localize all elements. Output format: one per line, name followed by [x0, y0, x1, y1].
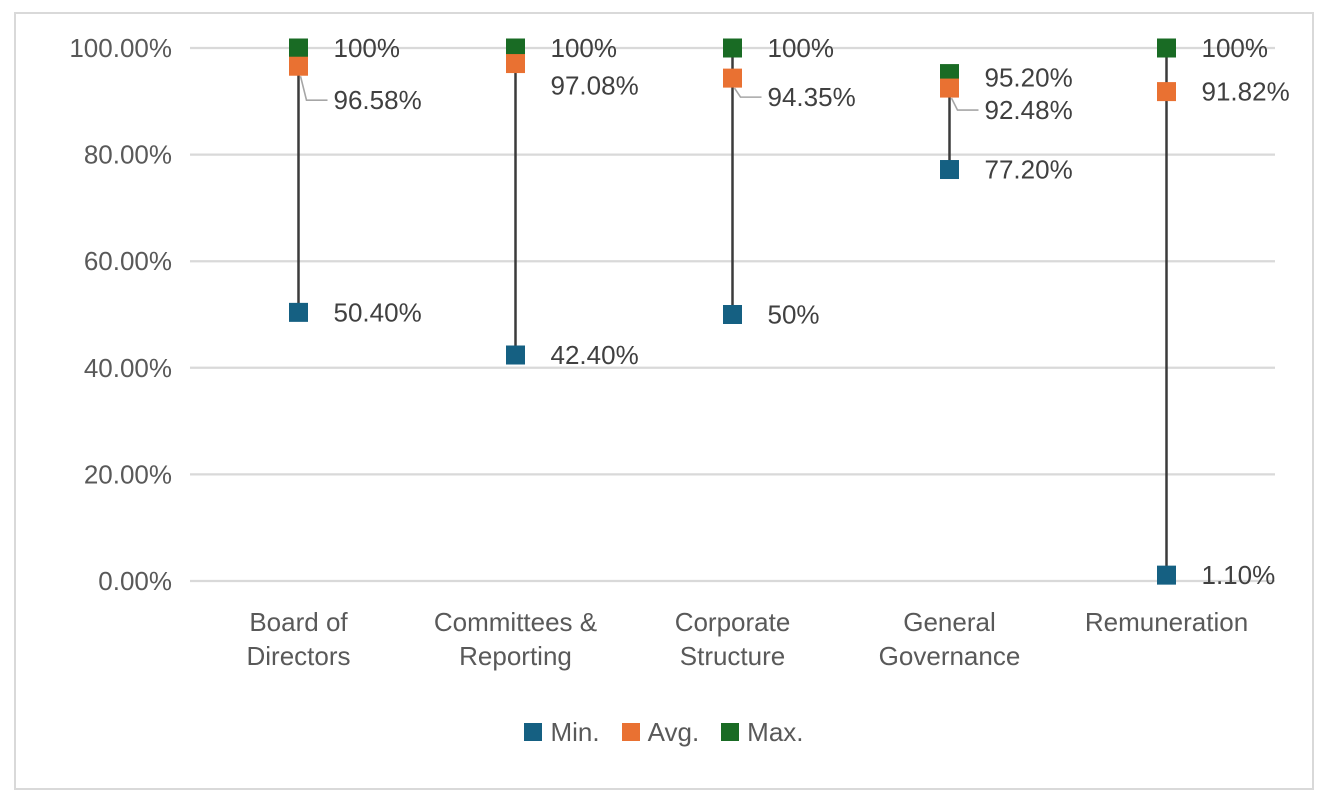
marker-max-committees-reporting — [506, 38, 525, 58]
data-label-max-board-of-directors: 100% — [334, 33, 401, 63]
y-axis-tick-label: 40.00% — [84, 353, 172, 383]
legend-label: Avg. — [647, 717, 700, 747]
category-label-general-governance: General — [903, 607, 996, 637]
legend-swatch-max — [721, 723, 740, 741]
y-axis-tick-label: 20.00% — [84, 459, 172, 489]
y-axis-tick-label: 80.00% — [84, 140, 172, 170]
data-label-min-corporate-structure: 50% — [768, 300, 820, 330]
category-label-board-of-directors: Board of — [249, 607, 348, 637]
data-label-leader-line — [950, 97, 979, 111]
chart-legend: Min. Avg. Max. — [14, 712, 1314, 752]
legend-item-max: Max. — [721, 717, 804, 747]
marker-avg-board-of-directors — [289, 56, 308, 76]
y-axis-tick-label: 100.00% — [69, 33, 172, 63]
marker-avg-committees-reporting — [506, 54, 525, 74]
data-label-min-general-governance: 77.20% — [985, 155, 1073, 185]
data-label-max-remuneration: 100% — [1202, 33, 1269, 63]
category-label-committees-reporting: Reporting — [459, 641, 572, 671]
data-label-max-committees-reporting: 100% — [551, 33, 618, 63]
data-label-max-general-governance: 95.20% — [985, 63, 1073, 93]
data-label-avg-committees-reporting: 97.08% — [551, 71, 639, 101]
marker-avg-remuneration — [1157, 82, 1176, 102]
marker-min-general-governance — [940, 160, 959, 180]
legend-label: Max. — [747, 717, 804, 747]
marker-min-board-of-directors — [289, 302, 308, 322]
marker-min-remuneration — [1157, 565, 1176, 585]
legend-swatch-min — [524, 723, 543, 741]
legend-swatch-avg — [621, 723, 640, 741]
category-label-corporate-structure: Structure — [680, 641, 786, 671]
marker-avg-general-governance — [940, 78, 959, 98]
category-label-remuneration: Remuneration — [1085, 607, 1248, 637]
data-label-avg-board-of-directors: 96.58% — [334, 85, 422, 115]
y-axis-tick-label: 0.00% — [98, 566, 172, 596]
data-label-min-remuneration: 1.10% — [1202, 560, 1276, 590]
marker-avg-corporate-structure — [723, 68, 742, 88]
category-label-general-governance: Governance — [879, 641, 1021, 671]
category-label-corporate-structure: Corporate — [675, 607, 791, 637]
legend-item-avg: Avg. — [621, 717, 700, 747]
chart-frame — [14, 12, 1314, 790]
marker-min-committees-reporting — [506, 345, 525, 365]
legend-item-min: Min. — [524, 717, 600, 747]
marker-max-general-governance — [940, 64, 959, 84]
legend-label: Min. — [550, 717, 600, 747]
category-label-committees-reporting: Committees & — [434, 607, 597, 637]
data-label-max-corporate-structure: 100% — [768, 33, 835, 63]
data-label-leader-line — [299, 76, 328, 102]
data-label-avg-corporate-structure: 94.35% — [768, 82, 856, 112]
data-label-leader-line — [733, 87, 762, 98]
y-axis-tick-label: 60.00% — [84, 246, 172, 276]
category-label-board-of-directors: Directors — [246, 641, 350, 671]
marker-max-remuneration — [1157, 38, 1176, 58]
marker-max-corporate-structure — [723, 38, 742, 58]
data-label-avg-general-governance: 92.48% — [985, 95, 1073, 125]
marker-max-board-of-directors — [289, 38, 308, 58]
marker-min-corporate-structure — [723, 305, 742, 324]
data-label-min-committees-reporting: 42.40% — [551, 340, 639, 370]
data-label-min-board-of-directors: 50.40% — [334, 297, 422, 327]
data-label-avg-remuneration: 91.82% — [1202, 77, 1290, 107]
